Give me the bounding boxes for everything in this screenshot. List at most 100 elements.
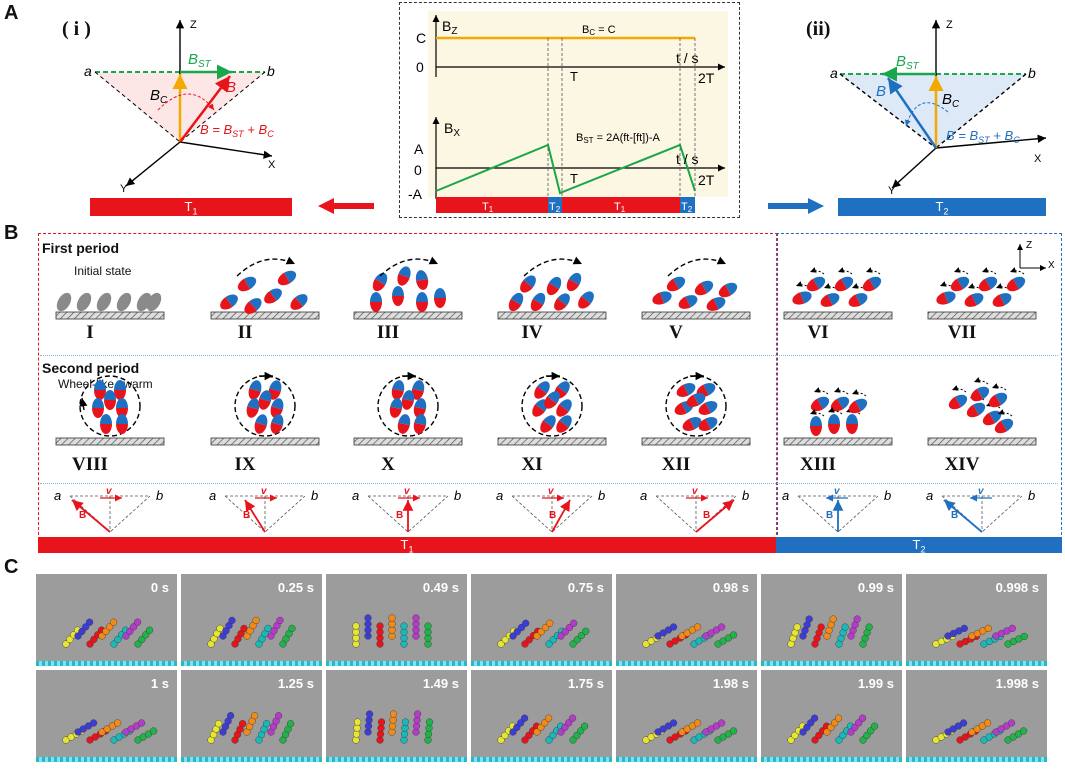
bar-t1-left: T1: [90, 198, 292, 217]
particle: [994, 418, 1014, 434]
time-stamp: 1.25 s: [277, 676, 314, 691]
particle: [936, 291, 956, 305]
bead: [521, 736, 529, 744]
bc-label-i: BC: [150, 87, 168, 106]
bead: [352, 628, 360, 636]
panel-label-c: C: [4, 556, 19, 578]
point-a-i: a: [84, 63, 92, 79]
simulation-frame: 0.25 s: [181, 574, 322, 666]
particle: [237, 276, 257, 292]
bead: [787, 736, 795, 744]
simulation-frame: 0.75 s: [471, 574, 612, 666]
particle: [413, 414, 427, 434]
bead: [412, 614, 420, 622]
bead: [102, 627, 110, 636]
bead: [400, 730, 409, 738]
floor: [471, 661, 612, 666]
bar-label-4: T2: [681, 201, 693, 214]
floor: [761, 661, 902, 666]
tick-2T-upper: 2T: [698, 70, 715, 86]
substrate: [641, 437, 751, 446]
bead: [851, 723, 859, 732]
svg-text:a: a: [782, 488, 789, 503]
substrate: [210, 311, 320, 320]
svg-text:v: v: [834, 486, 841, 497]
bead: [513, 723, 521, 732]
bead: [376, 736, 384, 744]
bead: [138, 635, 146, 644]
bead: [847, 728, 855, 736]
bar-t1-b: T1: [38, 537, 776, 555]
particle: [676, 383, 696, 397]
bead: [252, 616, 260, 625]
simulation-frame: 0.49 s: [326, 574, 467, 666]
substrate: [55, 311, 165, 320]
particle: [810, 416, 822, 436]
bead: [388, 614, 396, 622]
bead: [811, 736, 819, 744]
bead: [799, 728, 807, 736]
bead: [134, 640, 142, 648]
bead: [573, 731, 581, 740]
svg-text:a: a: [926, 488, 933, 503]
bar-label-3: T1: [614, 201, 626, 214]
bead: [569, 736, 577, 744]
floor: [36, 757, 177, 762]
bead: [823, 728, 831, 736]
subpanel-label-ii: (ii): [806, 18, 831, 40]
bead: [1007, 719, 1016, 727]
center-plot-frame: [399, 2, 740, 218]
simulation-frame: 1.998 s: [906, 670, 1047, 762]
bead: [376, 640, 384, 648]
particle: [718, 282, 738, 298]
bead: [557, 728, 565, 736]
bead: [412, 632, 420, 640]
svg-text:X: X: [1048, 260, 1055, 271]
bar-label-1: T1: [482, 201, 494, 214]
time-stamp: 0.49 s: [422, 580, 459, 595]
svg-text:v: v: [261, 486, 268, 497]
bead: [960, 624, 968, 632]
particle: [556, 399, 572, 417]
svg-text:b: b: [1028, 488, 1035, 503]
b-label-ii: B: [876, 83, 886, 100]
particle: [978, 276, 998, 292]
bead: [853, 615, 861, 623]
particle: [415, 270, 429, 290]
particle: [397, 414, 411, 434]
bead: [412, 728, 420, 736]
particle: [970, 386, 990, 402]
particle: [992, 293, 1012, 307]
diagram-field-ii: Z X Y a b BST BC B B = BST + BC: [830, 19, 1047, 197]
bead: [791, 731, 799, 740]
bead: [839, 731, 847, 740]
simulation-frame: 1.98 s: [616, 670, 757, 762]
bead: [669, 623, 678, 631]
particle: [244, 298, 262, 314]
particle: [104, 390, 116, 410]
bead: [693, 623, 702, 631]
bead: [389, 716, 397, 724]
bst-label-ii: BST: [896, 53, 920, 72]
floor: [326, 661, 467, 666]
particle: [391, 380, 405, 400]
particle: [92, 398, 104, 418]
bead: [376, 634, 384, 642]
bead: [110, 640, 118, 648]
particle: [698, 417, 718, 431]
state-label: XIII: [800, 454, 836, 475]
bx-axis-label: BX: [444, 120, 460, 139]
time-stamp: 1.49 s: [422, 676, 459, 691]
bead: [109, 618, 118, 626]
particle: [270, 414, 284, 434]
time-stamp: 0.25 s: [277, 580, 314, 595]
bead: [145, 626, 154, 634]
bead: [859, 736, 867, 744]
svg-text:B: B: [79, 510, 86, 521]
bead: [522, 619, 530, 627]
particle: [964, 293, 984, 307]
svg-text:v: v: [548, 486, 555, 497]
axis-y-ii: Y: [888, 185, 896, 197]
bead: [400, 628, 408, 636]
bead: [401, 724, 409, 732]
